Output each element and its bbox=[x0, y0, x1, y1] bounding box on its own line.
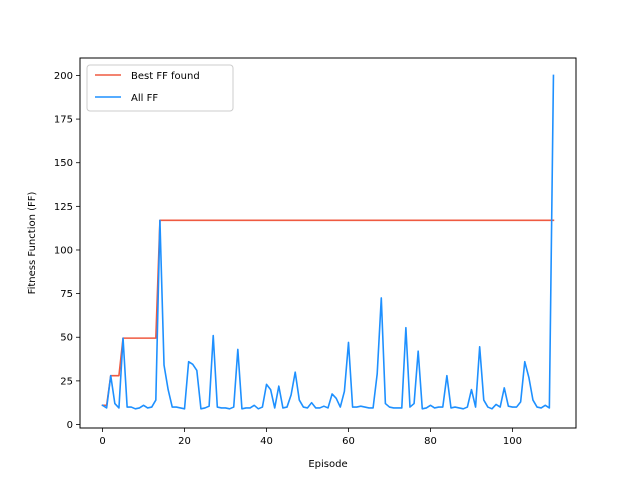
axes-frame bbox=[79, 57, 577, 429]
x-tick-label: 0 bbox=[99, 436, 105, 447]
x-tick-label: 100 bbox=[503, 436, 522, 447]
series-line-all-ff bbox=[101, 74, 555, 410]
y-tick-label: 50 bbox=[60, 333, 73, 344]
series-layer bbox=[101, 74, 555, 410]
legend-label-all-ff: All FF bbox=[131, 93, 158, 104]
y-tick-label: 75 bbox=[60, 289, 73, 300]
legend: Best FF found All FF bbox=[86, 64, 234, 112]
y-tick-label: 125 bbox=[54, 202, 73, 213]
y-axis-ticks: 0 25 50 75 100 125 150 175 200 bbox=[54, 71, 80, 431]
y-tick-label: 25 bbox=[60, 376, 73, 387]
x-axis-ticks: 0 20 40 60 80 100 bbox=[99, 428, 522, 447]
y-tick-label: 100 bbox=[54, 245, 73, 256]
y-tick-label: 200 bbox=[54, 71, 73, 82]
legend-box bbox=[86, 64, 234, 112]
series-line-best-ff-found bbox=[101, 219, 555, 407]
legend-label-best-ff: Best FF found bbox=[131, 71, 200, 82]
y-tick-label: 0 bbox=[67, 420, 73, 431]
y-axis-label: Fitness Function (FF) bbox=[27, 191, 38, 294]
x-tick-label: 60 bbox=[342, 436, 355, 447]
x-tick-label: 40 bbox=[260, 436, 273, 447]
x-tick-label: 80 bbox=[424, 436, 437, 447]
x-tick-label: 20 bbox=[178, 436, 191, 447]
x-axis-label: Episode bbox=[308, 459, 347, 470]
y-tick-label: 175 bbox=[54, 115, 73, 126]
plot-area bbox=[79, 57, 577, 429]
y-tick-label: 150 bbox=[54, 158, 73, 169]
